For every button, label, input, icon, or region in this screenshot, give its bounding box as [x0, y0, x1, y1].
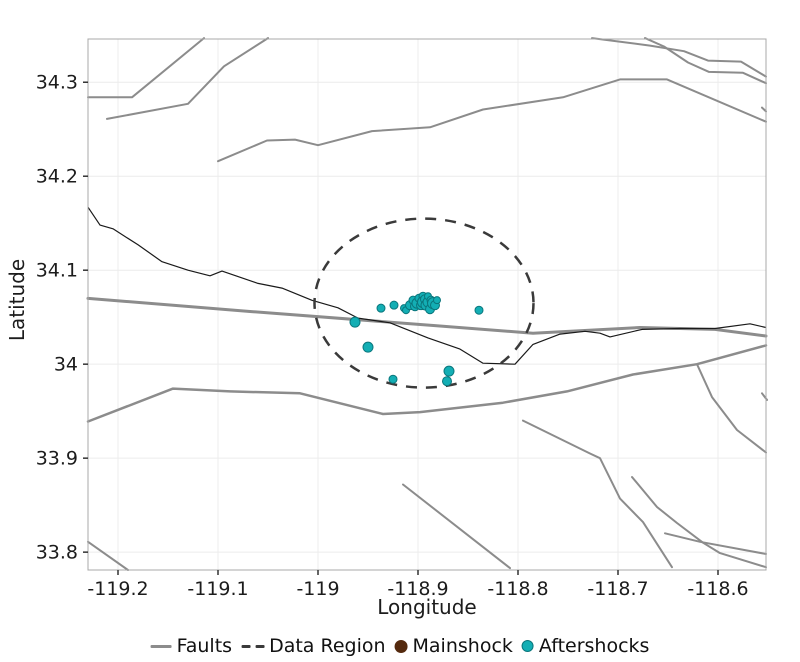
- x-tick-label: -118.6: [687, 578, 748, 600]
- dashed-line-swatch-icon: [241, 644, 265, 648]
- fault-line: [86, 296, 768, 338]
- y-axis-label: Latitude: [5, 258, 29, 342]
- fault-line: [87, 540, 129, 571]
- y-tick-label: 34.2: [36, 166, 78, 188]
- aftershocks-layer: [349, 291, 484, 387]
- aftershock-dot-icon: [521, 640, 534, 652]
- data-region-ellipse: [313, 217, 535, 389]
- aftershock-point: [474, 305, 484, 315]
- aftershock-point: [433, 296, 441, 305]
- legend-item-faults: Faults: [150, 635, 233, 657]
- fault-line: [106, 37, 269, 120]
- legend: Faults Data Region Mainshock Aftershocks: [150, 635, 650, 657]
- y-tick-label: 33.9: [36, 448, 78, 470]
- aftershock-point: [443, 365, 455, 377]
- aftershock-point: [442, 376, 452, 387]
- fault-line: [86, 344, 768, 423]
- coastline-path: [87, 206, 767, 365]
- legend-label-aftershocks: Aftershocks: [538, 635, 650, 657]
- fault-line: [664, 532, 767, 555]
- aftershock-point: [376, 303, 386, 313]
- fault-line: [87, 37, 205, 99]
- x-axis-ticks: -119.2 -119.1 -119 -118.9 -118.8 -118.7 -118.6: [87, 570, 749, 600]
- legend-label-data-region: Data Region: [269, 635, 386, 657]
- x-tick-label: -119.2: [87, 578, 148, 600]
- legend-item-mainshock: Mainshock: [394, 635, 513, 657]
- x-tick-label: -118.9: [387, 578, 448, 600]
- fault-lines-layer: [86, 37, 768, 571]
- mainshock-dot-icon: [394, 639, 408, 653]
- y-tick-label: 33.8: [36, 542, 78, 564]
- fault-line: [696, 363, 767, 454]
- plot-border: [87, 38, 767, 571]
- aftershock-point: [362, 341, 374, 353]
- fault-line: [591, 37, 767, 78]
- aftershock-point: [349, 316, 361, 328]
- x-tick-label: -118.7: [587, 578, 648, 600]
- legend-label-faults: Faults: [176, 635, 233, 657]
- legend-item-aftershocks: Aftershocks: [521, 635, 650, 657]
- aftershock-point: [388, 374, 398, 384]
- x-tick-label: -119: [296, 578, 339, 600]
- y-tick-label: 34.3: [36, 72, 78, 94]
- fault-line-swatch-icon: [150, 644, 172, 648]
- fault-line: [522, 419, 673, 569]
- fault-line: [402, 483, 511, 570]
- legend-label-mainshock: Mainshock: [412, 635, 513, 657]
- y-tick-label: 34: [54, 354, 78, 376]
- fault-line: [631, 476, 767, 569]
- gridlines: [88, 39, 766, 570]
- y-axis-ticks: 33.8 33.9 34 34.1 34.2 34.3: [36, 72, 88, 564]
- aftershock-point: [389, 300, 399, 310]
- fault-line: [761, 106, 767, 113]
- x-tick-label: -119.1: [187, 578, 248, 600]
- x-tick-label: -118.8: [487, 578, 548, 600]
- fault-line: [644, 37, 767, 85]
- fault-line: [217, 78, 767, 163]
- y-tick-label: 34.1: [36, 260, 78, 282]
- x-axis-label: Longitude: [377, 595, 477, 619]
- legend-item-data-region: Data Region: [241, 635, 386, 657]
